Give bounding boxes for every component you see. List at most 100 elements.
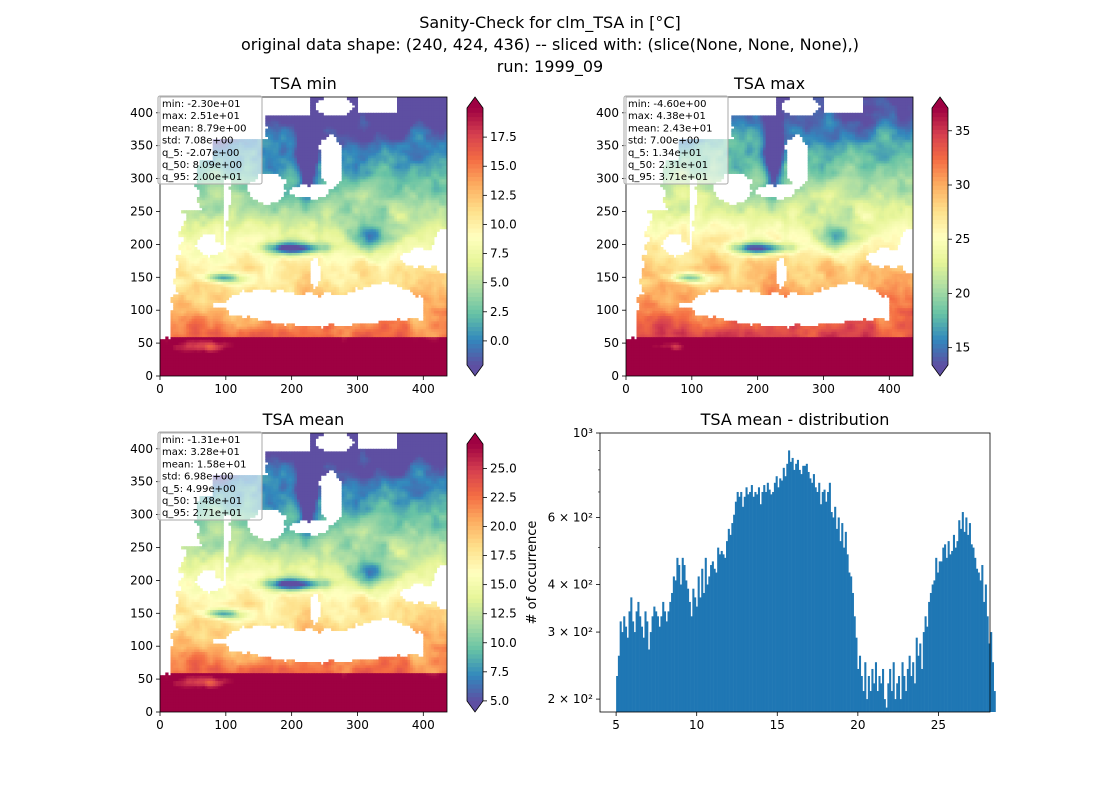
colorbar-segment <box>467 339 483 345</box>
colorbar-segment <box>467 352 483 357</box>
y-tick-label: 100 <box>596 303 619 317</box>
histogram-bar <box>866 699 869 712</box>
colorbar-segment <box>467 249 483 255</box>
histogram-bar <box>963 531 966 712</box>
colorbar-tick-label: 5.0 <box>490 694 509 708</box>
colorbar-segment <box>467 585 483 591</box>
colorbar-segment <box>932 116 948 122</box>
colorbar-segment <box>467 546 483 552</box>
colorbar-segment <box>467 223 483 229</box>
colorbar-segment <box>932 257 948 263</box>
colorbar-segment <box>932 120 948 126</box>
histogram-bar <box>649 632 652 712</box>
colorbar-segment <box>467 444 483 449</box>
colorbar-segment <box>467 262 483 267</box>
colorbar-segment <box>932 360 948 366</box>
histogram-bar <box>687 588 690 712</box>
y-tick-label: 250 <box>130 204 153 218</box>
histogram-bar <box>873 683 876 712</box>
histogram-bar <box>960 528 963 712</box>
histogram-bar <box>752 496 755 712</box>
colorbar-segment <box>467 559 483 565</box>
histogram-bar <box>704 557 707 712</box>
histogram-bar <box>890 691 893 712</box>
histogram-bar <box>749 491 752 712</box>
colorbar-segment <box>932 309 948 315</box>
histogram-bar <box>926 626 929 712</box>
colorbar-segment <box>932 313 948 319</box>
colorbar-tick-label: 25.0 <box>490 461 517 475</box>
colorbar-extend-top <box>932 97 948 108</box>
colorbar-segment <box>467 538 483 544</box>
y-tick-label: 250 <box>596 204 619 218</box>
histogram-bar <box>883 699 886 712</box>
histogram-bar <box>692 588 695 712</box>
histogram-bar <box>642 637 645 712</box>
histogram-bar <box>624 626 628 712</box>
histogram-bar <box>699 597 702 712</box>
histogram-bar <box>988 643 991 712</box>
x-tick-label: 100 <box>680 382 703 396</box>
colorbar-segment <box>467 473 483 479</box>
histogram-bar <box>738 496 741 712</box>
histogram-bar <box>646 621 649 712</box>
y-tick-label: 50 <box>138 672 153 686</box>
x-tick-label: 15 <box>770 718 785 732</box>
y-tick-label: 200 <box>130 237 153 251</box>
colorbar-tick-label: 35 <box>955 124 970 138</box>
histogram-bar <box>741 506 745 712</box>
stats-line: mean: 8.79e+00 <box>162 123 246 134</box>
colorbar-segment <box>932 176 948 182</box>
colorbar-segment <box>467 512 483 518</box>
colorbar-segment <box>467 176 483 182</box>
colorbar-segment <box>932 249 948 255</box>
histogram-bar <box>763 485 766 712</box>
histogram-bar <box>648 649 651 712</box>
y-tick-label: 300 <box>596 172 619 186</box>
colorbar-tick-label: 17.5 <box>490 130 517 144</box>
histogram-bar <box>747 494 750 712</box>
histogram-bar <box>940 561 943 712</box>
colorbar-segment <box>467 275 483 280</box>
x-tick-label: 300 <box>346 382 369 396</box>
histogram-bar <box>816 491 819 712</box>
colorbar-segment <box>932 266 948 272</box>
x-tick-label: 200 <box>280 382 303 396</box>
histogram-bar <box>869 691 872 712</box>
colorbar-segment <box>932 163 948 169</box>
colorbar-segment <box>467 279 483 285</box>
colorbar-segment <box>467 688 483 693</box>
histogram-bar <box>637 601 640 712</box>
histogram-bar <box>750 485 753 712</box>
y-tick-label: 100 <box>130 639 153 653</box>
histogram-bar <box>945 557 948 712</box>
colorbar-segment <box>932 219 948 225</box>
colorbar-segment <box>932 335 948 340</box>
colorbar-tick-label: 0.0 <box>490 334 509 348</box>
histogram-bar <box>952 534 955 712</box>
histogram-bar <box>828 482 831 712</box>
y-tick-label: 350 <box>596 139 619 153</box>
histogram-bar <box>986 616 989 712</box>
colorbar-segment <box>467 461 483 466</box>
colorbar-segment <box>932 215 948 220</box>
stats-line: max: 3.28e+01 <box>162 447 240 458</box>
colorbar-segment <box>467 568 483 573</box>
colorbar-outline <box>466 96 484 377</box>
histogram-bar <box>991 662 994 712</box>
histogram-bar <box>626 637 629 712</box>
histogram-bar <box>743 496 746 712</box>
colorbar-segment <box>932 356 948 362</box>
colorbar-segment <box>467 649 483 655</box>
colorbar-tick-label: 30 <box>955 178 970 192</box>
stats-line: q_5: -2.07e+00 <box>162 148 239 159</box>
y-tick-label: 150 <box>596 270 619 284</box>
colorbar-segment <box>467 636 483 642</box>
colorbar-segment <box>467 232 483 237</box>
histogram-bar <box>685 580 688 712</box>
colorbar-segment <box>932 236 948 242</box>
histogram-bar <box>903 676 906 712</box>
colorbar-segment <box>932 112 948 118</box>
panel-title: TSA min <box>269 74 336 93</box>
